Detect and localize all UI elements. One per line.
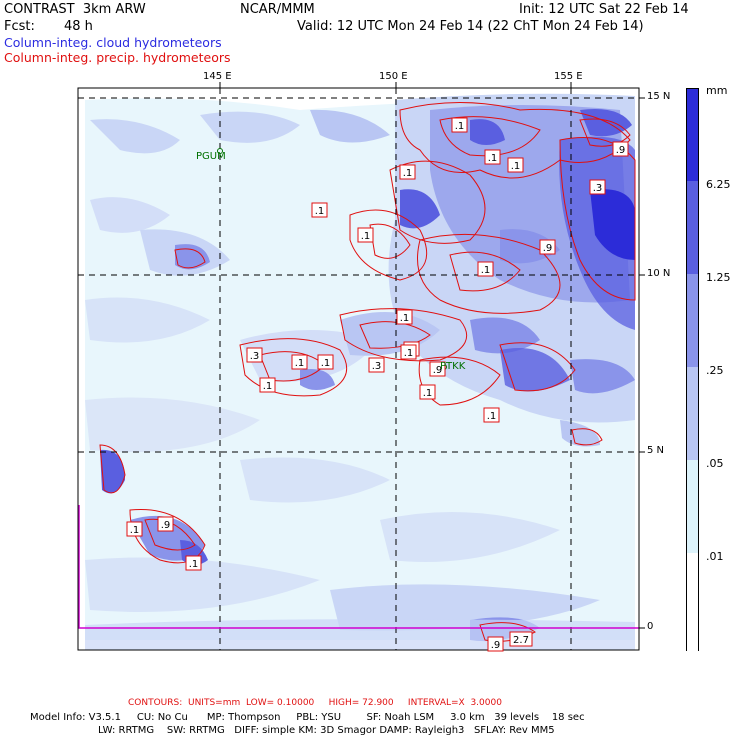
svg-text:.9: .9 <box>433 365 443 376</box>
station-marker-pgum <box>217 148 223 154</box>
contour-label: .9 <box>612 141 629 157</box>
svg-text:.9: .9 <box>616 145 626 156</box>
cloud-hydrometeors-legend: Column-integ. cloud hydrometeors <box>4 35 222 50</box>
colorbar-label-.01: .01 <box>706 550 724 563</box>
svg-text:.1: .1 <box>481 265 491 276</box>
contour-label: .1 <box>357 227 374 243</box>
contour-label: .1 <box>451 117 468 133</box>
lon-label-150: 150 E <box>379 71 408 82</box>
station-ptkk: PTKK <box>440 361 466 372</box>
svg-text:.1: .1 <box>487 411 497 422</box>
contour-label: .1 <box>507 157 524 173</box>
model-info-line-2: LW: RRTMG SW: RRTMG DIFF: simple KM: 3D … <box>98 725 555 736</box>
colorbar-segment-.05 <box>687 367 698 460</box>
lat-label-15: 15 N <box>647 91 671 102</box>
svg-text:.1: .1 <box>315 206 325 217</box>
cloud-shading-layer <box>85 93 635 650</box>
lat-lon-grid <box>78 88 639 650</box>
svg-text:.1: .1 <box>404 348 414 359</box>
svg-text:.1: .1 <box>455 121 465 132</box>
contour-label: .3 <box>368 357 385 373</box>
contour-label: .1 <box>317 354 334 370</box>
contour-label: .9 <box>429 361 446 377</box>
contour-label-boxes: .1 .1 .1 .9 .1 .1 .1 .1 .1 .3 .1 .1 .1 .1 .1 .3 .9 .3 .1 .1… <box>126 117 629 652</box>
contour-label: .1 <box>259 377 276 393</box>
contour-label: .1 <box>477 261 494 277</box>
svg-text:.3: .3 <box>593 183 603 194</box>
contour-label: .1 <box>126 521 143 537</box>
contour-label: .1 <box>419 384 436 400</box>
colorbar-unit: mm <box>706 84 728 97</box>
lat-label-5: 5 N <box>647 445 665 456</box>
svg-text:.1: .1 <box>488 153 498 164</box>
contour-label: .1 <box>396 309 413 325</box>
contour-label: .1 <box>185 555 202 571</box>
svg-text:.9: .9 <box>543 243 553 254</box>
precip-hydrometeors-legend: Column-integ. precip. hydrometeors <box>4 50 231 65</box>
svg-text:.1: .1 <box>511 161 521 172</box>
contour-label: .1 <box>400 344 417 360</box>
contour-label: 2.7 <box>509 631 533 647</box>
lat-label-10: 10 N <box>647 268 671 279</box>
model-title: CONTRAST 3km ARW <box>4 2 146 17</box>
valid-time: Valid: 12 UTC Mon 24 Feb 14 (22 ChT Mon … <box>297 19 644 34</box>
contour-label: .1 <box>483 407 500 423</box>
contour-label: .3 <box>589 179 606 195</box>
svg-text:.3: .3 <box>250 351 260 362</box>
svg-text:.1: .1 <box>361 231 371 242</box>
station-pgum: PGUM <box>196 151 226 162</box>
colorbar-label-.05: .05 <box>706 457 724 470</box>
svg-text:.9: .9 <box>491 640 501 651</box>
svg-text:.1: .1 <box>130 525 140 536</box>
colorbar-segment-1.25 <box>687 181 698 274</box>
lon-label-145: 145 E <box>203 71 232 82</box>
svg-text:.9: .9 <box>161 520 171 531</box>
contour-label: .1 <box>291 354 308 370</box>
lat-label-0: 0 <box>647 621 654 632</box>
forecast-hour: 48 h <box>64 19 93 34</box>
contour-label: .1 <box>484 149 501 165</box>
institution-title: NCAR/MMM <box>240 2 315 17</box>
contour-info: CONTOURS: UNITS=mm LOW= 0.10000 HIGH= 72… <box>128 698 502 708</box>
svg-text:.1: .1 <box>403 168 413 179</box>
colorbar-segment-.25 <box>687 274 698 367</box>
model-info-line-1: Model Info: V3.5.1 CU: No Cu MP: Thompso… <box>30 712 585 723</box>
contour-label: .1 <box>399 164 416 180</box>
init-time: Init: 12 UTC Sat 22 Feb 14 <box>519 2 689 17</box>
colorbar <box>686 88 699 652</box>
svg-text:.1: .1 <box>321 358 331 369</box>
colorbar-label-.25: .25 <box>706 364 724 377</box>
svg-text:.3: .3 <box>372 361 382 372</box>
colorbar-segment-6.25 <box>687 89 698 181</box>
colorbar-segment-.01 <box>687 460 698 553</box>
svg-text:.1: .1 <box>295 358 305 369</box>
contour-label: .3 <box>246 347 263 363</box>
svg-text:.1: .1 <box>189 559 199 570</box>
contour-label: .1 <box>311 202 328 218</box>
axis-ticks <box>219 82 645 629</box>
contour-label: .9 <box>157 516 174 532</box>
map-frame <box>77 87 640 651</box>
svg-text:.1: .1 <box>263 381 273 392</box>
lon-label-155: 155 E <box>554 71 583 82</box>
contour-label: .9 <box>539 239 556 255</box>
precip-contours <box>99 102 636 642</box>
contour-label: .9 <box>487 636 504 652</box>
colorbar-label-6.25: 6.25 <box>706 178 731 191</box>
colorbar-label-1.25: 1.25 <box>706 271 731 284</box>
svg-text:.1: .1 <box>400 313 410 324</box>
svg-text:2.7: 2.7 <box>513 635 529 646</box>
colorbar-segment-zero <box>687 553 698 652</box>
forecast-label: Fcst: <box>4 19 35 34</box>
svg-text:.1: .1 <box>423 388 433 399</box>
